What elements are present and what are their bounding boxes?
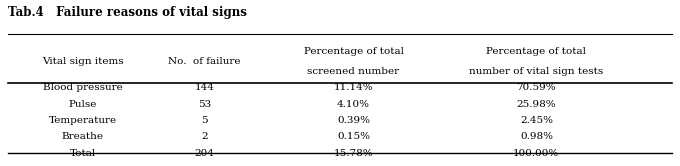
- Text: 204: 204: [194, 149, 214, 158]
- Text: screened number: screened number: [307, 67, 400, 76]
- Text: 11.14%: 11.14%: [334, 83, 373, 92]
- Text: 0.15%: 0.15%: [337, 132, 370, 141]
- Text: Breathe: Breathe: [62, 132, 103, 141]
- Text: 2.45%: 2.45%: [520, 116, 553, 125]
- Text: Blood pressure: Blood pressure: [43, 83, 122, 92]
- Text: Vital sign items: Vital sign items: [42, 57, 124, 66]
- Text: 100.00%: 100.00%: [513, 149, 560, 158]
- Text: Tab.4   Failure reasons of vital signs: Tab.4 Failure reasons of vital signs: [8, 6, 247, 19]
- Text: Total: Total: [69, 149, 96, 158]
- Text: 0.98%: 0.98%: [520, 132, 553, 141]
- Text: No.  of failure: No. of failure: [169, 57, 241, 66]
- Text: 2: 2: [201, 132, 208, 141]
- Text: 53: 53: [198, 100, 211, 109]
- Text: Temperature: Temperature: [48, 116, 117, 125]
- Text: Pulse: Pulse: [69, 100, 97, 109]
- Text: 5: 5: [201, 116, 208, 125]
- Text: 15.78%: 15.78%: [334, 149, 373, 158]
- Text: 25.98%: 25.98%: [517, 100, 556, 109]
- Text: 0.39%: 0.39%: [337, 116, 370, 125]
- Text: 4.10%: 4.10%: [337, 100, 370, 109]
- Text: Percentage of total: Percentage of total: [486, 47, 586, 56]
- Text: Percentage of total: Percentage of total: [303, 47, 403, 56]
- Text: 144: 144: [194, 83, 214, 92]
- Text: 70.59%: 70.59%: [517, 83, 556, 92]
- Text: number of vital sign tests: number of vital sign tests: [469, 67, 604, 76]
